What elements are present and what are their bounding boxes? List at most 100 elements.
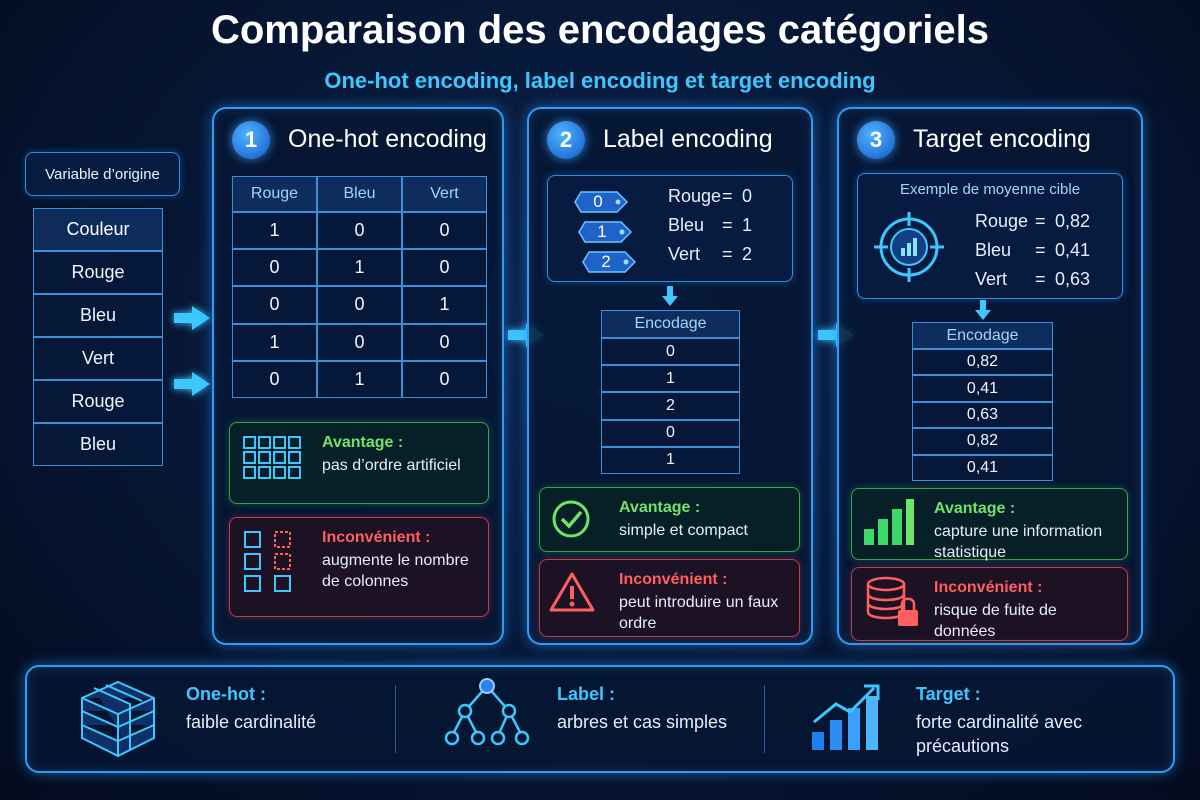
mapping-sign: = — [722, 244, 733, 264]
source-cell: Vert — [33, 337, 163, 380]
tag-icon — [574, 191, 629, 213]
encoding-cell: 0,82 — [912, 349, 1053, 376]
footer-label: Label : — [557, 684, 616, 704]
check-icon — [552, 500, 590, 538]
table-cell: 1 — [402, 286, 487, 324]
cons-text: risque de fuite de données — [934, 602, 1057, 640]
panel-title: One-hot encoding — [288, 125, 487, 153]
table-cell: 1 — [317, 360, 402, 398]
tree-icon — [444, 678, 530, 746]
encoding-cell: 1 — [601, 365, 740, 393]
bars-icon — [864, 499, 914, 545]
pros-text: simple et compact — [619, 522, 748, 539]
tag-icon — [582, 251, 637, 273]
table-cell: 0 — [232, 249, 317, 287]
table-cell: 0 — [317, 212, 402, 250]
cons-box — [539, 559, 800, 637]
table-cell: 0 — [232, 360, 317, 398]
panel-number: 3 — [857, 121, 895, 159]
mapping-sign: = — [722, 186, 733, 206]
mapping-name: Rouge — [668, 186, 722, 206]
pros-text: capture une information statistique — [934, 523, 1103, 561]
cons-label: Inconvénient : — [619, 571, 728, 588]
table-cell: 0 — [317, 286, 402, 324]
title: Comparaison des encodages catégoriels — [210, 8, 990, 52]
encoding-cell: 2 — [601, 392, 740, 420]
target-icon — [874, 212, 944, 282]
panel-title: Label encoding — [603, 125, 773, 153]
encoding-cell: 0,41 — [912, 375, 1053, 402]
footer-label: Target : — [916, 684, 981, 704]
subtitle: One-hot encoding, label encoding et targ… — [324, 68, 876, 93]
encoding-cell: 0 — [601, 338, 740, 366]
table-cell: 0 — [402, 212, 487, 250]
source-header: Couleur — [33, 208, 163, 251]
encoding-cell: 1 — [601, 446, 740, 474]
panel-number: 1 — [232, 121, 270, 159]
source-cell: Rouge — [33, 380, 163, 423]
pros-label: Avantage : — [934, 500, 1016, 517]
table-header: Rouge — [232, 176, 317, 212]
columns-icon — [244, 531, 291, 592]
cons-label: Inconvénient : — [934, 579, 1043, 596]
divider — [764, 685, 765, 753]
table-cell: 0 — [317, 323, 402, 361]
mapping-code: 0,63 — [1055, 269, 1091, 289]
mapping-code: 0,41 — [1055, 240, 1091, 260]
source-cell: Bleu — [33, 294, 163, 337]
mapping-code: 0,82 — [1055, 211, 1091, 231]
encoding-cell: 0,63 — [912, 401, 1053, 429]
pros-text: pas d’ordre artificiel — [322, 457, 461, 474]
example-title: Exemple de moyenne cible — [899, 181, 1081, 198]
table-cell: 0 — [402, 323, 487, 361]
footer-text: arbres et cas simples — [557, 712, 728, 732]
pros-label: Avantage : — [322, 434, 404, 451]
table-cell: 0 — [232, 286, 317, 324]
encoding-cell: 0,41 — [912, 454, 1053, 481]
source-cell: Rouge — [33, 251, 163, 294]
tag-label: 1 — [597, 222, 607, 241]
tag-icon — [578, 221, 633, 243]
down-arrow — [975, 300, 991, 320]
footer-box — [25, 665, 1175, 773]
pros-label: Avantage : — [619, 499, 701, 516]
panel-title: Target encoding — [913, 125, 1091, 153]
tag-label: 2 — [601, 252, 611, 271]
cons-box — [229, 517, 489, 617]
table-cell: 1 — [232, 323, 317, 361]
table-header: Vert — [402, 176, 487, 212]
cons-text: augmente le nombre de colonnes — [322, 552, 469, 590]
encoding-cell: 0,82 — [912, 428, 1053, 455]
footer-label: One-hot : — [186, 684, 266, 704]
divider — [395, 685, 396, 753]
mapping-name: Bleu — [668, 215, 705, 235]
table-cell: 1 — [232, 212, 317, 250]
footer-text: faible cardinalité — [186, 712, 317, 732]
encoding-header: Encodage — [601, 310, 740, 338]
table-cell: 0 — [402, 249, 487, 287]
mapping-name: Vert — [668, 244, 701, 264]
cube-icon — [81, 680, 155, 758]
source-cell: Bleu — [33, 423, 163, 466]
mapping-sign: = — [1035, 240, 1046, 260]
mapping-code: 1 — [742, 215, 753, 235]
database-icon — [866, 576, 918, 626]
down-arrow — [662, 286, 678, 306]
table-cell: 1 — [317, 249, 402, 287]
growth-icon — [812, 684, 880, 750]
footer-text: forte cardinalité avec précautions — [916, 712, 1083, 756]
tag-label: 0 — [593, 192, 603, 211]
mapping-name: Rouge — [975, 211, 1029, 231]
grid-icon — [243, 436, 301, 479]
panel-number: 2 — [547, 121, 585, 159]
arrow — [174, 306, 210, 330]
pros-box — [539, 487, 800, 552]
mapping-code: 0 — [742, 186, 753, 206]
mapping-name: Bleu — [975, 240, 1012, 260]
mapping-sign: = — [1035, 269, 1046, 289]
warning-icon — [549, 572, 595, 612]
encoding-cell: 0 — [601, 419, 740, 447]
cons-text: peut introduire un faux ordre — [619, 594, 779, 632]
table-cell: 0 — [402, 360, 487, 398]
